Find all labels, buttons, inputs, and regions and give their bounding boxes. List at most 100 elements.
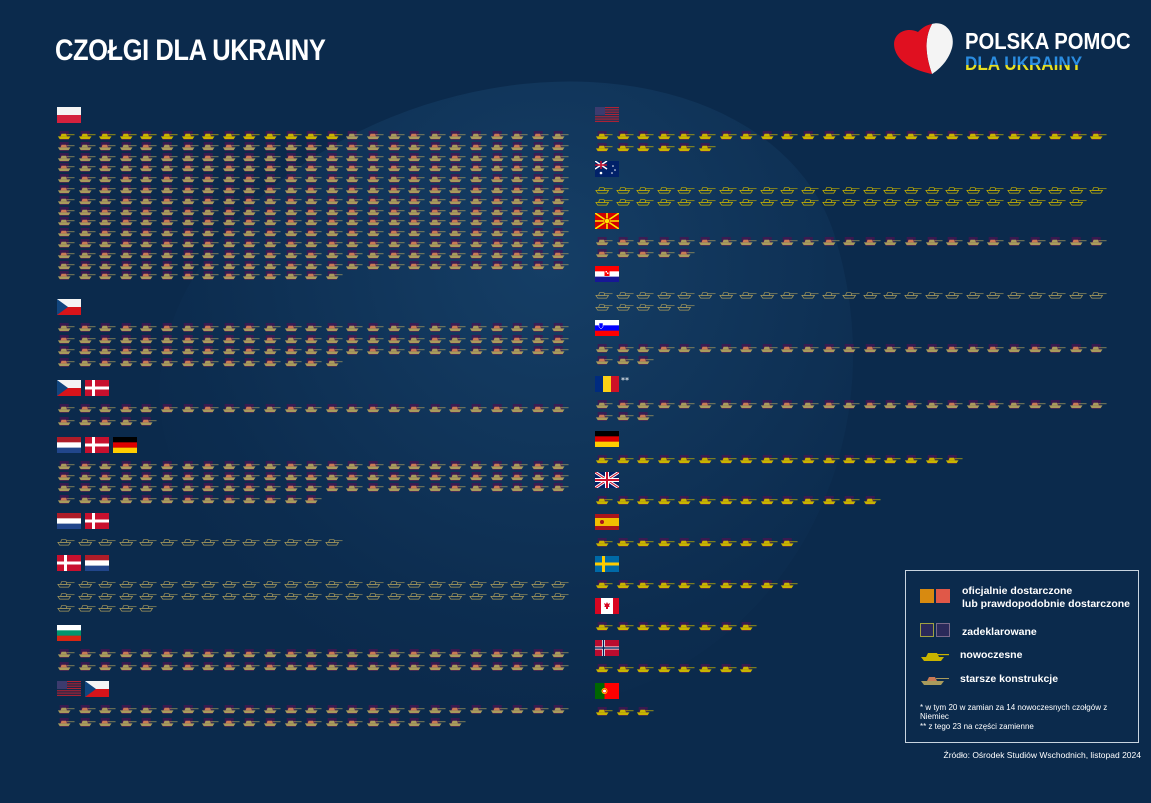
older-tank-icon (263, 239, 281, 248)
older-tank-icon (140, 195, 157, 205)
older-tank-icon (366, 260, 384, 270)
background-heart-watermark (91, 0, 949, 803)
older-tank-icon (78, 239, 96, 248)
older-tank-icon (99, 705, 116, 714)
older-tank-icon (284, 249, 302, 259)
older-tank-icon (263, 174, 281, 184)
older-tank-icon (181, 152, 199, 162)
older-tank-icon (284, 705, 302, 714)
older-tank-icon (77, 593, 96, 600)
flag-czechia-icon (57, 299, 81, 315)
older-tank-icon (366, 141, 384, 151)
older-tank-icon (822, 400, 840, 409)
older-tank-icon (57, 152, 75, 162)
older-tank-icon (160, 152, 178, 162)
older-tank-icon (408, 217, 425, 227)
older-tank-icon (305, 260, 322, 270)
older-tank-icon (263, 334, 281, 344)
older-tank-icon (408, 249, 425, 259)
older-tank-icon (511, 141, 528, 151)
older-tank-icon (99, 141, 116, 151)
older-tank-icon (263, 206, 281, 216)
older-tank-icon (346, 141, 363, 151)
older-tank-icon (140, 206, 157, 216)
older-tank-icon (263, 539, 281, 546)
older-tank-icon (657, 249, 675, 258)
older-tank-icon (325, 661, 343, 671)
tank-grid (595, 664, 757, 676)
modern-tank-icon (822, 455, 840, 464)
older-tank-icon (222, 195, 240, 205)
older-tank-icon (160, 717, 178, 727)
country-group-sweden (595, 556, 798, 592)
older-tank-icon (263, 163, 281, 173)
older-tank-icon (511, 217, 528, 227)
modern-tank-icon (678, 131, 695, 140)
older-tank-icon (243, 271, 260, 281)
older-tank-icon (140, 271, 157, 281)
older-tank-icon (77, 581, 96, 588)
legend-delivered-label: oficjalnie dostarczone (962, 585, 1072, 597)
older-tank-icon (57, 416, 75, 426)
older-tank-icon (469, 323, 487, 332)
older-tank-icon (449, 649, 466, 658)
older-tank-icon (490, 323, 508, 332)
flag-poland-icon (57, 107, 81, 123)
flag-row (595, 213, 619, 229)
older-tank-icon (428, 195, 446, 205)
older-tank-icon (616, 412, 634, 421)
older-tank-icon (511, 472, 528, 482)
older-tank-icon (160, 661, 178, 671)
older-tank-icon (387, 195, 405, 205)
older-tank-icon (946, 237, 963, 246)
older-tank-icon (469, 472, 487, 482)
older-tank-icon (140, 163, 157, 173)
older-tank-icon (243, 195, 260, 205)
older-tank-icon (78, 217, 96, 227)
older-tank-icon (490, 334, 508, 344)
older-tank-icon (243, 185, 260, 194)
country-group-australia (595, 161, 1107, 209)
older-tank-icon (57, 260, 75, 270)
flag-denmark-icon (85, 437, 109, 453)
older-tank-icon (531, 206, 549, 216)
older-tank-icon (552, 260, 569, 270)
older-tank-icon (698, 292, 716, 299)
modern-tank-icon (595, 580, 613, 589)
older-tank-icon (263, 346, 281, 355)
older-tank-icon (719, 237, 737, 246)
older-tank-icon (119, 494, 137, 504)
older-tank-icon (408, 185, 425, 194)
modern-tank-icon (243, 131, 260, 140)
older-tank-icon (469, 228, 487, 238)
modern-tank-icon (1048, 199, 1066, 206)
modern-tank-icon (698, 199, 716, 206)
older-tank-icon (760, 292, 778, 299)
older-tank-icon (469, 260, 487, 270)
older-tank-icon (657, 292, 675, 299)
older-tank-icon (346, 472, 363, 482)
older-tank-icon (510, 593, 528, 600)
older-tank-icon (366, 334, 384, 344)
older-tank-icon (511, 661, 528, 671)
older-tank-icon (490, 217, 508, 227)
older-tank-icon (489, 593, 508, 600)
older-tank-icon (511, 185, 528, 194)
older-tank-icon (77, 605, 96, 612)
older-tank-icon (407, 593, 425, 600)
older-tank-icon (449, 323, 466, 332)
modern-tank-icon (740, 622, 757, 631)
older-tank-icon (263, 494, 281, 504)
older-tank-icon (884, 400, 901, 409)
modern-tank-icon (595, 664, 613, 673)
older-tank-icon (222, 461, 240, 470)
older-tank-icon (428, 131, 446, 140)
older-tank-icon (304, 593, 322, 600)
modern-tank-icon (822, 496, 840, 505)
modern-tank-icon (1028, 131, 1046, 140)
older-tank-icon (449, 163, 466, 173)
modern-tank-icon (595, 143, 613, 152)
older-tank-icon (160, 249, 178, 259)
older-tank-icon (202, 152, 219, 162)
modern-tank-icon (863, 496, 881, 505)
